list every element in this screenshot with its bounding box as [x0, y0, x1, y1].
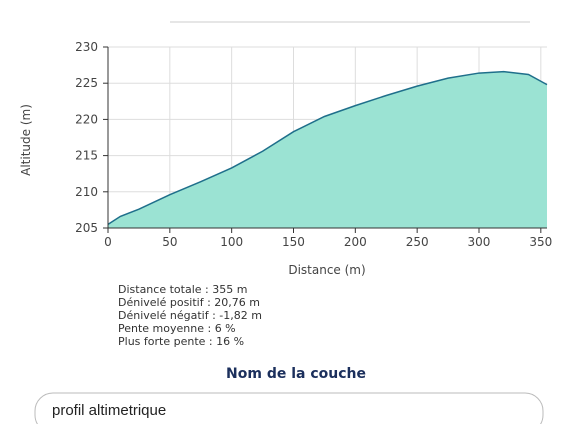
stat-line: Distance totale : 355 m [118, 283, 247, 296]
y-tick-label: 225 [75, 76, 98, 90]
layer-label: Nom de la couche [226, 366, 366, 382]
x-tick-label: 250 [406, 235, 429, 249]
profile-line [107, 70, 548, 226]
y-tick-label: 230 [75, 40, 98, 54]
x-tick-label: 150 [282, 235, 305, 249]
area [108, 71, 547, 228]
y-axis-label: Altitude (m) [19, 104, 33, 176]
x-tick-label: 100 [220, 235, 243, 249]
x-tick-label: 300 [468, 235, 491, 249]
layer-input[interactable] [34, 392, 544, 428]
y-tick-label: 210 [75, 185, 98, 199]
stat-line: Plus forte pente : 16 % [118, 335, 244, 348]
layer-input-value: profil altimetrique [52, 402, 166, 419]
y-tick-label: 215 [75, 149, 98, 163]
x-axis-label: Distance (m) [288, 263, 365, 277]
stat-line: Pente moyenne : 6 % [118, 322, 236, 335]
y-tick-label: 220 [75, 112, 98, 126]
x-tick-label: 0 [104, 235, 112, 249]
stat-line: Dénivelé positif : 20,76 m [118, 296, 260, 309]
x-tick-label: 50 [162, 235, 177, 249]
y-tick-label: 205 [75, 221, 98, 235]
stat-line: Dénivelé négatif : -1,82 m [118, 309, 262, 322]
x-tick-label: 200 [344, 235, 367, 249]
stats: Distance totale : 355 m Dénivelé positif… [118, 283, 262, 348]
x-tick-label: 350 [529, 235, 552, 249]
